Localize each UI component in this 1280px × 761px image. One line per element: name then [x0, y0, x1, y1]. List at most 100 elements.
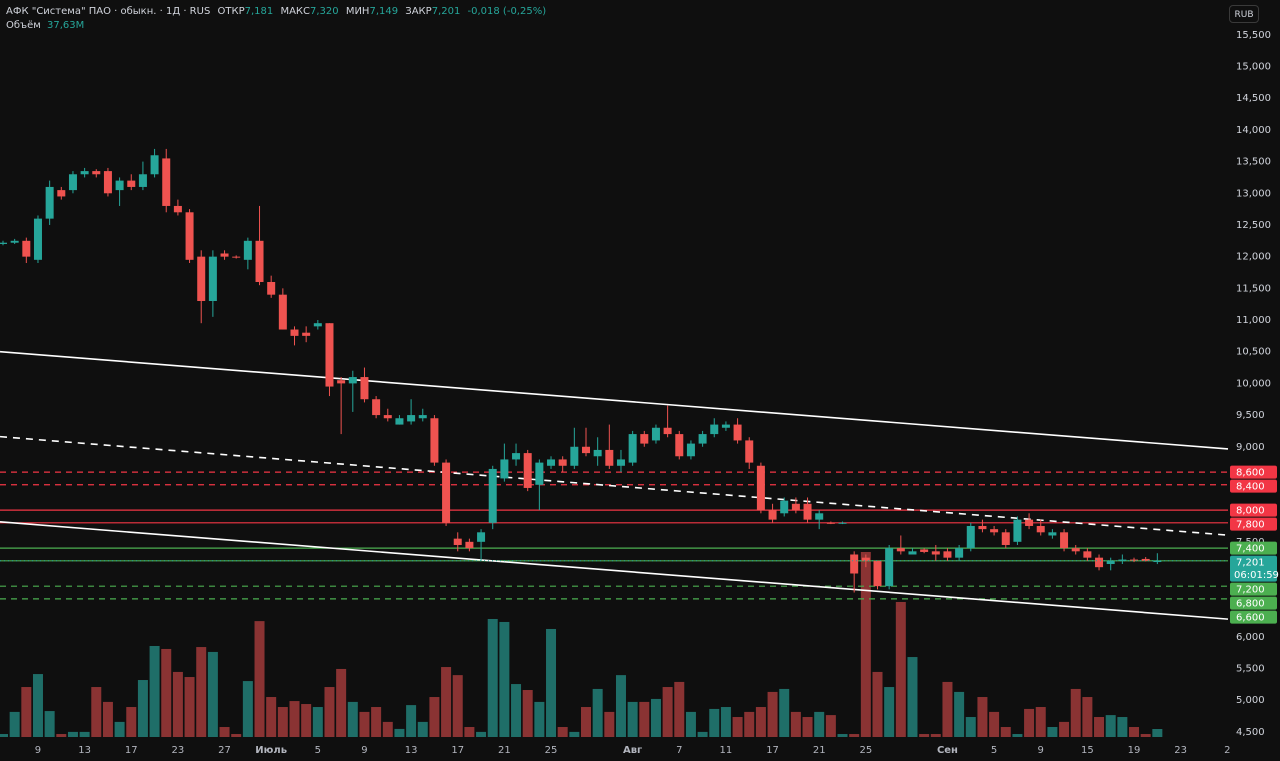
ohlc-line: АФК "Система" ПАО · обыкн. · 1Д · RUS ОТ…: [6, 5, 546, 19]
volume-bar: [650, 698, 661, 737]
volume-bar: [56, 734, 67, 737]
x-tick-label: 13: [405, 745, 418, 756]
volume-bar: [277, 707, 288, 737]
volume-bar: [779, 688, 790, 737]
x-tick-label: Сен: [937, 745, 958, 756]
candle-body: [1071, 548, 1080, 552]
volume-bar: [989, 711, 1000, 737]
candle-body: [616, 459, 625, 466]
x-tick-label: 25: [859, 745, 872, 756]
x-tick-label: 15: [1081, 745, 1094, 756]
candle-body: [710, 424, 719, 435]
volume-bar: [1129, 727, 1140, 737]
candle-body: [1083, 551, 1092, 558]
volume-bar: [1105, 715, 1116, 737]
volume-bar: [102, 701, 113, 737]
volume-bar: [511, 684, 522, 737]
level-label-box: [1230, 610, 1277, 624]
volume-bar: [231, 734, 242, 737]
candle-body: [1106, 560, 1115, 564]
volume-bar: [732, 717, 743, 737]
candle-body: [92, 171, 101, 175]
candle-body: [908, 551, 917, 555]
volume-bar: [1047, 727, 1058, 737]
trend-line: [0, 521, 1229, 620]
volume-bar: [394, 728, 405, 737]
trend-line: [0, 435, 1229, 536]
volume-bar: [615, 675, 626, 737]
y-tick-label: 11,000: [1236, 315, 1271, 326]
x-tick-label: 5: [991, 745, 997, 756]
candle-body: [535, 462, 544, 485]
candle-body: [255, 240, 264, 282]
volume-bar: [755, 707, 766, 737]
y-tick-label: 13,000: [1236, 188, 1271, 199]
candle-body: [558, 459, 567, 466]
volume-bar: [674, 681, 685, 737]
level-label-box: [1230, 541, 1277, 555]
volume-bar: [149, 645, 160, 737]
open-value: 7,181: [244, 6, 274, 17]
candle-body: [791, 503, 800, 511]
candle-body: [885, 548, 894, 587]
y-tick-label: 10,000: [1236, 378, 1271, 389]
volume-bar: [67, 731, 78, 737]
axis-strip: [1228, 0, 1280, 761]
y-tick-label: 13,500: [1236, 157, 1271, 168]
volume-bar: [837, 734, 848, 737]
candle-body: [127, 180, 136, 187]
level-label-box: [1230, 582, 1277, 596]
level-label-box: [1230, 517, 1277, 531]
currency-button[interactable]: RUB: [1229, 5, 1259, 23]
volume-bar: [1117, 717, 1128, 737]
y-tick-label: 12,000: [1236, 252, 1271, 263]
candle-body: [768, 510, 777, 520]
candle-body: [325, 323, 334, 387]
candle-body: [500, 459, 509, 479]
y-tick-label: 4,500: [1236, 727, 1265, 738]
candle-body: [931, 551, 940, 555]
candle-body: [22, 240, 31, 257]
candle-body: [943, 551, 952, 558]
volume-bar: [32, 674, 43, 737]
y-tick-label: 15,500: [1236, 30, 1271, 41]
volume-bar: [242, 681, 253, 737]
candle-body: [698, 434, 707, 444]
volume-bar: [406, 705, 417, 737]
candle-body: [465, 541, 474, 549]
volume-bar: [1024, 708, 1035, 737]
volume-bar: [266, 697, 277, 737]
volume-bar: [1140, 734, 1151, 737]
y-tick-label: 9,000: [1236, 442, 1265, 453]
volume-bar: [907, 657, 918, 737]
y-tick-label: 5,000: [1236, 695, 1265, 706]
level-label: 8,600: [1236, 467, 1265, 478]
candle-body: [1013, 519, 1022, 542]
x-tick-label: 23: [1174, 745, 1187, 756]
volume-bar: [860, 552, 871, 737]
candle-body: [430, 418, 439, 463]
candle-body: [1048, 532, 1057, 536]
candle-body: [663, 427, 672, 435]
candle-body: [733, 424, 742, 441]
candle-body: [1036, 525, 1045, 533]
volume-bar: [336, 668, 347, 737]
candle-body: [896, 548, 905, 552]
level-label: 7,400: [1236, 543, 1265, 554]
x-tick-label: 21: [813, 745, 826, 756]
x-tick-label: 13: [78, 745, 91, 756]
volume-bar: [464, 727, 475, 737]
candle-body: [803, 503, 812, 520]
candle-body: [173, 205, 182, 213]
low-label: МИН: [345, 6, 370, 17]
volume-bar: [301, 704, 312, 737]
level-label: 6,800: [1236, 598, 1265, 609]
candle-body: [826, 522, 835, 524]
volume-bar: [347, 701, 358, 737]
candle-body: [745, 440, 754, 463]
y-tick-label: 15,000: [1236, 62, 1271, 73]
candle-body: [780, 500, 789, 514]
candle-body: [628, 434, 637, 463]
candle-body: [477, 532, 486, 542]
candle-body: [978, 525, 987, 530]
